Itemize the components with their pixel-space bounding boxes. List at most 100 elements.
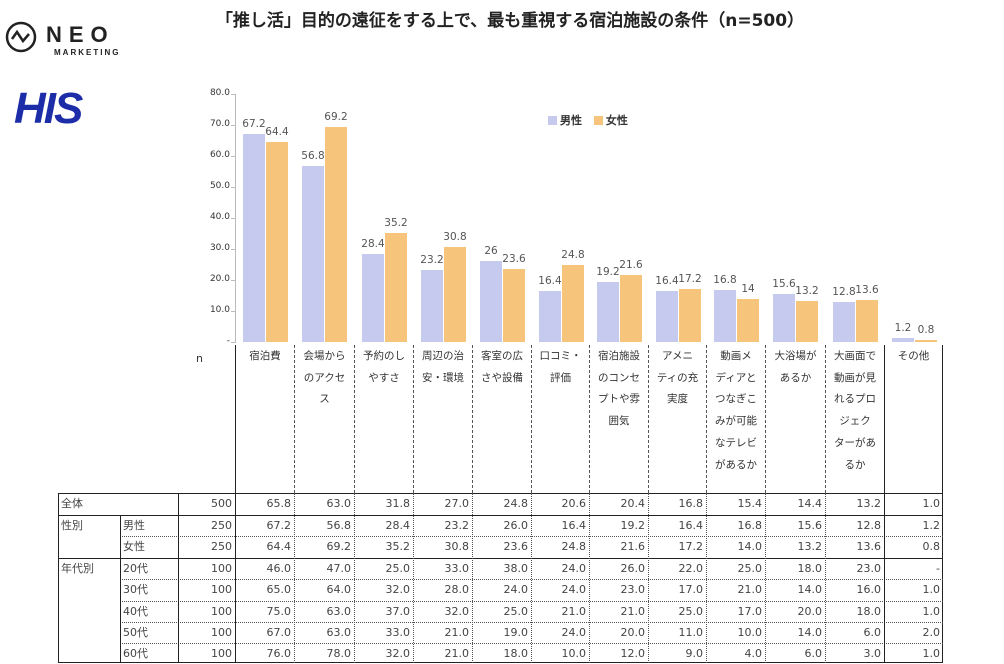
table-cell: 31.8	[385, 497, 411, 510]
table-cell: 12.0	[620, 647, 646, 660]
bar-male	[714, 289, 736, 342]
table-cell: 12.8	[856, 519, 882, 532]
row-sub-label: 20代	[123, 562, 148, 575]
table-cell: 14.0	[797, 583, 823, 596]
data-label-male: 67.2	[242, 117, 266, 130]
col-divider	[120, 515, 121, 663]
table-cell: 63.0	[326, 605, 352, 618]
y-tick-mark	[231, 249, 235, 250]
y-tick-mark	[231, 280, 235, 281]
bar-male	[892, 338, 914, 342]
table-cell: 14.0	[797, 626, 823, 639]
bar-male	[421, 270, 443, 342]
table-cell: 38.0	[503, 562, 529, 575]
data-label-male: 23.2	[420, 254, 444, 267]
table-cell: 23.0	[620, 583, 646, 596]
data-label-male: 16.4	[655, 275, 679, 288]
table-cell: 24.8	[561, 540, 587, 553]
col-divider	[472, 493, 473, 663]
table-cell: 13.2	[856, 497, 882, 510]
table-cell: 26.0	[503, 519, 529, 532]
table-cell: 33.0	[385, 626, 411, 639]
table-cell: 21.0	[561, 605, 587, 618]
column-header-line: ディアと	[715, 371, 757, 384]
data-label-male: 28.4	[361, 237, 385, 250]
table-cell: 9.0	[685, 647, 704, 660]
col-divider	[765, 493, 766, 663]
table-cell: 16.8	[737, 519, 763, 532]
table-cell: 63.0	[326, 626, 352, 639]
y-tick-mark	[231, 156, 235, 157]
table-cell: 32.0	[385, 583, 411, 596]
table-cell: 19.0	[503, 626, 529, 639]
column-header-line: のコンセ	[598, 371, 640, 384]
table-cell: 26.0	[620, 562, 646, 575]
row-sub-label: 30代	[123, 583, 148, 596]
data-label-female: 23.6	[502, 252, 526, 265]
table-cell: 1.0	[922, 583, 941, 596]
column-header-line: みが可能	[715, 415, 757, 428]
bar-male	[302, 165, 324, 342]
table-cell: 20.0	[620, 626, 646, 639]
legend: 男性 女性	[548, 112, 628, 128]
column-header-line: つなぎこ	[715, 393, 757, 406]
his-logo: HIS	[14, 84, 83, 133]
col-divider	[531, 493, 532, 663]
table-cell: 24.0	[561, 583, 587, 596]
table-cell: 21.0	[737, 583, 763, 596]
data-label-female: 69.2	[324, 111, 348, 124]
column-header-line: ターがあ	[834, 436, 876, 449]
neo-logo-icon: NEO MARKETING	[5, 21, 118, 57]
table-cell: 2.0	[922, 626, 941, 639]
bar-female	[737, 298, 759, 342]
bar-male	[773, 293, 795, 342]
bar-female	[915, 339, 937, 342]
data-label-female: 30.8	[443, 230, 467, 243]
column-header-line: さや設備	[481, 371, 523, 384]
table-cell: -	[936, 562, 940, 575]
table-cell: 27.0	[444, 497, 470, 510]
table-cell: 0.8	[922, 540, 941, 553]
column-header-line: プトや雰	[598, 393, 640, 406]
column-header-line: 実度	[667, 393, 688, 406]
table-cell: 16.4	[678, 519, 704, 532]
table-cell: 20.0	[797, 605, 823, 618]
column-header-line: 安・環境	[422, 371, 464, 384]
data-label-male: 19.2	[596, 266, 620, 279]
bar-female	[503, 268, 525, 342]
col-divider	[354, 493, 355, 663]
row-n: 100	[211, 626, 232, 639]
table-cell: 35.2	[385, 540, 411, 553]
y-tick-label: 50.0	[209, 181, 230, 191]
column-header-10: 大画面で 動画が見 れるプロ ジェク ターがあ るか	[825, 345, 884, 493]
y-axis	[235, 94, 236, 343]
table-cell: 14.0	[737, 540, 763, 553]
column-header-0: 宿泊費	[235, 345, 294, 493]
legend-female: 女性	[605, 114, 628, 127]
table-cell: 11.0	[678, 626, 704, 639]
column-header-line: 口コミ・	[539, 350, 582, 362]
row-group-label: 年代別	[61, 562, 94, 575]
column-header-line: アメニ	[662, 350, 693, 362]
bar-male	[362, 253, 384, 342]
y-tick-mark	[231, 342, 235, 343]
svg-text:NEO: NEO	[46, 22, 115, 47]
table-cell: 64.4	[266, 540, 292, 553]
row-sub-label: 男性	[123, 519, 145, 532]
column-header-2: 予約のし やすさ	[354, 345, 413, 493]
column-header-line: 客室の広	[481, 350, 523, 362]
column-header-line: ティの充	[656, 371, 699, 384]
col-divider	[178, 493, 179, 663]
table-cell: 20.4	[620, 497, 646, 510]
data-label-female: 35.2	[384, 216, 408, 229]
table-cell: 21.0	[620, 605, 646, 618]
data-label-female: 21.6	[619, 259, 643, 272]
column-header-line: ス	[319, 393, 330, 406]
bar-male	[539, 291, 561, 342]
table-cell: 10.0	[737, 626, 763, 639]
table-cell: 32.0	[444, 605, 470, 618]
y-tick-mark	[231, 311, 235, 312]
column-header-line: のアクセ	[303, 371, 346, 384]
table-cell: 16.4	[561, 519, 587, 532]
bar-female	[266, 142, 288, 342]
